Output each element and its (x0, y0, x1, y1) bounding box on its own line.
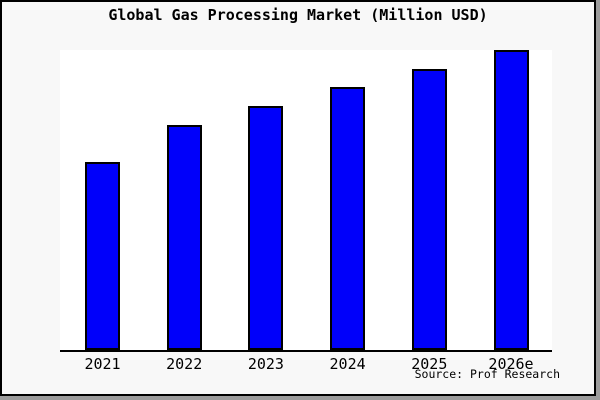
x-tick-label-2026e: 2026e (488, 355, 534, 373)
x-tick-label-2023: 2023 (247, 355, 284, 373)
x-tick-label-2025: 2025 (411, 355, 448, 373)
source-attribution: Source: Prof Research (414, 367, 560, 381)
plot-area (60, 50, 552, 352)
bar-2024 (330, 87, 366, 350)
bar-2022 (166, 125, 202, 350)
chart-title: Global Gas Processing Market (Million US… (108, 6, 488, 24)
bar-2023 (248, 106, 284, 350)
x-tick-label-2021: 2021 (84, 355, 121, 373)
x-tick-label-2022: 2022 (166, 355, 203, 373)
bar-2021 (85, 162, 120, 350)
bar-2025 (411, 69, 447, 350)
x-tick-label-2024: 2024 (329, 355, 366, 373)
bar-2026e (493, 50, 529, 350)
